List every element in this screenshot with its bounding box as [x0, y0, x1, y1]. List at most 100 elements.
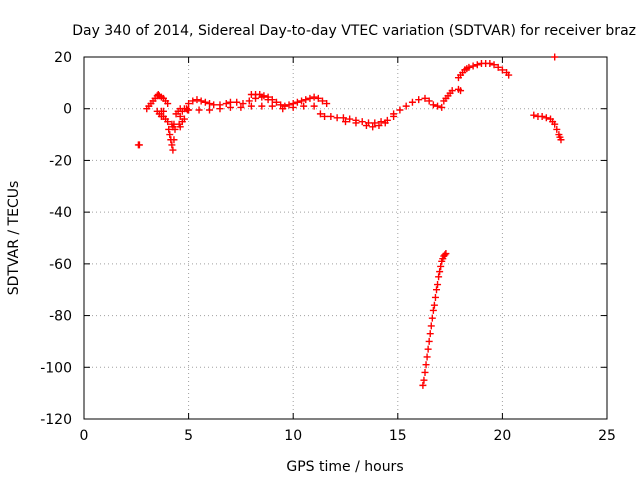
- data-point: [189, 97, 197, 105]
- data-point: [369, 123, 377, 131]
- data-point: [433, 286, 441, 294]
- data-point: [197, 97, 205, 105]
- data-point: [300, 102, 308, 110]
- data-point: [551, 53, 559, 61]
- data-point: [396, 106, 404, 114]
- data-point: [176, 112, 184, 120]
- x-tick-label: 10: [284, 428, 302, 444]
- data-point: [538, 112, 546, 120]
- data-point: [442, 250, 450, 258]
- chart-title: Day 340 of 2014, Sidereal Day-to-day VTE…: [72, 23, 636, 39]
- data-point: [381, 119, 389, 127]
- data-point: [289, 103, 297, 111]
- data-point: [216, 105, 224, 113]
- data-point: [306, 94, 314, 102]
- data-point: [195, 106, 203, 114]
- data-point: [193, 96, 201, 104]
- y-tick-label: -40: [49, 205, 72, 221]
- grid: [84, 57, 607, 419]
- data-point: [377, 118, 385, 126]
- data-point: [164, 118, 172, 126]
- data-point: [135, 141, 143, 149]
- data-point: [165, 125, 173, 133]
- data-point: [530, 111, 538, 119]
- data-point: [233, 98, 241, 106]
- data-point: [557, 136, 565, 144]
- y-tick-label: 0: [63, 102, 72, 118]
- data-point: [494, 63, 502, 71]
- data-point: [435, 273, 443, 281]
- data-point: [277, 101, 285, 109]
- data-point: [427, 322, 435, 330]
- y-tick-label: -120: [40, 412, 72, 428]
- data-point: [285, 101, 293, 109]
- data-point: [180, 115, 188, 123]
- data-point: [206, 106, 214, 114]
- data-point: [318, 97, 326, 105]
- data-point: [222, 100, 230, 108]
- data-point: [176, 123, 184, 131]
- data-point: [268, 96, 276, 104]
- data-point: [237, 103, 245, 111]
- data-point: [421, 368, 429, 376]
- y-tick-label: -100: [40, 360, 72, 376]
- data-point: [352, 119, 360, 127]
- y-tick-label: -20: [49, 153, 72, 169]
- data-point: [551, 120, 559, 128]
- data-point: [314, 94, 322, 102]
- data-point: [346, 115, 354, 123]
- data-point: [429, 101, 437, 109]
- data-point: [473, 61, 481, 69]
- data-point: [170, 136, 178, 144]
- y-tick-label: 20: [54, 50, 72, 66]
- x-tick-label: 15: [389, 428, 407, 444]
- data-point: [422, 361, 430, 369]
- data-point: [419, 381, 427, 389]
- x-tick-label: 5: [184, 428, 193, 444]
- data-point: [169, 146, 177, 154]
- data-point: [264, 93, 272, 101]
- x-tick-label: 25: [598, 428, 616, 444]
- data-point: [321, 112, 329, 120]
- data-point: [239, 100, 247, 108]
- data-series: [134, 53, 565, 389]
- data-point: [498, 66, 506, 74]
- data-point: [469, 62, 477, 70]
- data-point: [298, 97, 306, 105]
- plot-frame: [83, 56, 608, 420]
- data-point: [390, 110, 398, 118]
- data-point: [371, 119, 379, 127]
- data-point: [185, 106, 193, 114]
- data-point: [210, 101, 218, 109]
- data-point: [415, 96, 423, 104]
- data-point: [201, 98, 209, 106]
- data-point: [434, 281, 442, 289]
- y-axis-label: SDTVAR / TECUs: [6, 181, 22, 296]
- data-point: [316, 110, 324, 118]
- data-point: [542, 114, 550, 122]
- data-point: [247, 102, 255, 110]
- data-point: [293, 98, 301, 106]
- data-point: [441, 251, 449, 259]
- data-point: [327, 112, 335, 120]
- data-point: [426, 330, 434, 338]
- data-point: [375, 122, 383, 130]
- data-point: [437, 262, 445, 270]
- data-point: [425, 337, 433, 345]
- data-point: [245, 97, 253, 105]
- data-point: [206, 100, 214, 108]
- data-point: [310, 102, 318, 110]
- data-point: [408, 98, 416, 106]
- data-point: [185, 100, 193, 108]
- data-point: [438, 103, 446, 111]
- data-point: [429, 306, 437, 314]
- y-tick-label: -80: [49, 309, 72, 325]
- data-point: [553, 125, 561, 133]
- data-point: [402, 102, 410, 110]
- data-point: [424, 345, 432, 353]
- data-point: [428, 314, 436, 322]
- data-point: [425, 97, 433, 105]
- data-point: [362, 122, 370, 130]
- data-point: [436, 268, 444, 276]
- data-point: [358, 118, 366, 126]
